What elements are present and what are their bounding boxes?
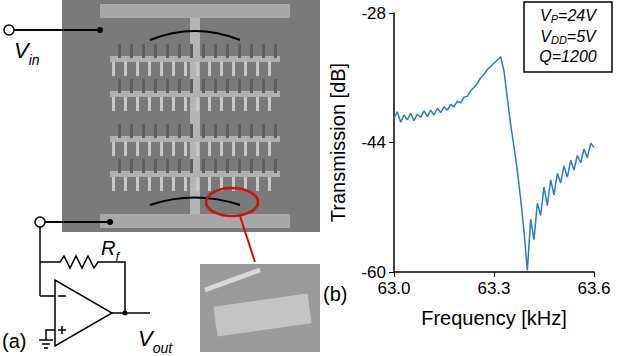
svg-text:63.3: 63.3 xyxy=(477,279,510,298)
svg-text:63.0: 63.0 xyxy=(377,279,410,298)
html-text:(b): (b) xyxy=(323,283,348,305)
svg-text:Q=1200: Q=1200 xyxy=(539,48,596,65)
svg-text:Rf: Rf xyxy=(101,237,120,264)
html-text:VP: VP xyxy=(540,6,559,25)
svg-text:-28: -28 xyxy=(361,4,386,23)
svg-text:(a): (a) xyxy=(2,330,26,352)
svg-text:DD: DD xyxy=(551,34,567,46)
svg-text:Vin: Vin xyxy=(14,38,40,68)
svg-text:V: V xyxy=(540,27,551,45)
svg-text:-60: -60 xyxy=(361,262,386,282)
svg-text:Frequency [kHz]: Frequency [kHz] xyxy=(421,307,567,329)
svg-text:Vout: Vout xyxy=(138,326,173,356)
svg-text:=24V: =24V xyxy=(558,7,597,24)
svg-text:=5V: =5V xyxy=(567,28,597,45)
svg-text:-44: -44 xyxy=(361,133,386,152)
svg-text:63.6: 63.6 xyxy=(577,279,610,298)
svg-text:Transmission [dB]: Transmission [dB] xyxy=(327,63,349,222)
